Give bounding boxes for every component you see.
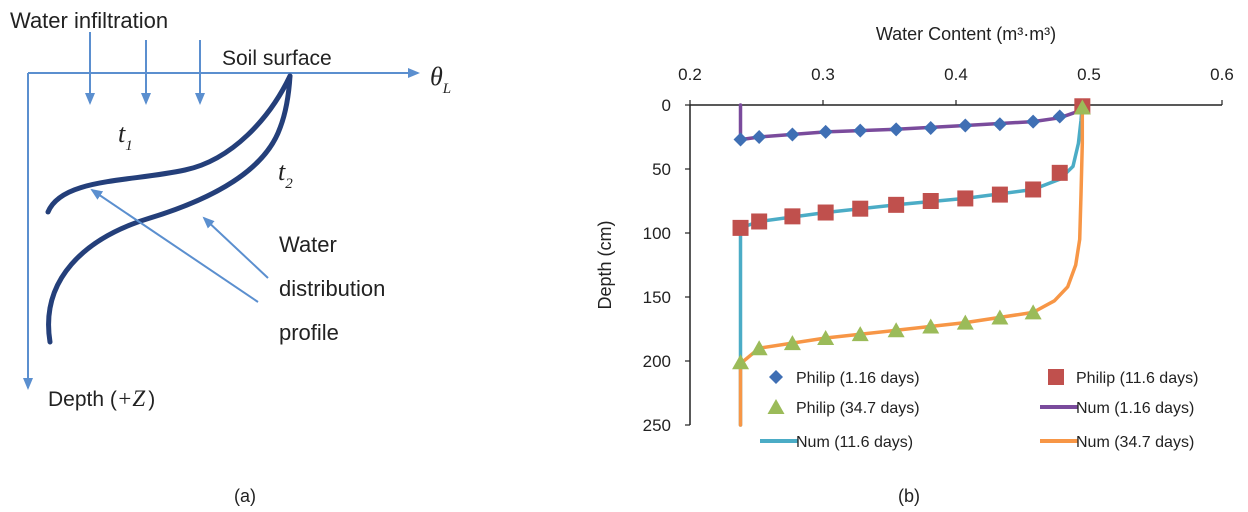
philip-diamond-point (992, 117, 1007, 132)
philip-diamond-point (818, 124, 833, 139)
profile-curve-t2 (46, 73, 293, 345)
x-tick-label: 0.6 (1210, 65, 1234, 84)
profile-pointer-arrow (90, 188, 259, 303)
legend-square-swatch (1048, 369, 1064, 385)
caption-a: (a) (234, 486, 256, 506)
legend-entry-label: Philip (1.16 days) (796, 370, 920, 387)
philip-square-point (817, 204, 834, 221)
philip-square-point (888, 196, 905, 213)
philip-diamond-point (733, 132, 748, 147)
legend-entry-label: Num (11.6 days) (796, 434, 913, 451)
philip-markers (732, 98, 1091, 370)
t2-label: t2 (278, 157, 293, 192)
x-tick-label: 0.3 (811, 65, 835, 84)
philip-diamond-point (889, 122, 904, 137)
philip-triangle-point (887, 322, 905, 338)
legend-triangle-swatch (767, 399, 785, 414)
philip-square-point (1025, 181, 1042, 198)
legend-entry-label: Philip (11.6 days) (1076, 370, 1198, 387)
profile-label-line: distribution (279, 276, 385, 301)
y-ticks: 0 50 100 150 200 250 (643, 96, 690, 435)
legend: Philip (1.16 days) Philip (11.6 days) Phil… (760, 369, 1198, 451)
philip-diamond-point (1052, 109, 1067, 124)
profile-label-line: profile (279, 320, 339, 345)
philip-square-point (852, 200, 869, 217)
philip-diamond-point (1026, 114, 1041, 129)
philip-diamond-point (958, 118, 973, 133)
philip-triangle-point (1024, 304, 1042, 320)
depth-label: Depth (+Z) (48, 386, 155, 411)
x-tick-label: 0.2 (678, 65, 702, 84)
philip-triangle-point (991, 309, 1009, 325)
panel-b-chart: Water Content (m³·m³) Depth (cm) 0.2 0.3 0… (595, 24, 1234, 506)
philip-triangle-point (817, 329, 835, 345)
philip-square-point (732, 219, 749, 236)
philip-triangle-point (1073, 99, 1091, 115)
philip-square-point (1051, 164, 1068, 181)
philip-square-point (922, 193, 939, 209)
y-tick-label: 100 (643, 224, 671, 243)
philip-triangle-point (732, 354, 750, 370)
profile-pointer-arrow (202, 216, 269, 279)
philip-diamond-point (785, 127, 800, 142)
water-infiltration-label: Water infiltration (10, 8, 168, 33)
x-ticks: 0.2 0.3 0.4 0.5 0.6 (678, 65, 1234, 105)
caption-b: (b) (898, 486, 920, 506)
philip-triangle-point (851, 326, 869, 342)
legend-entry-label: Philip (34.7 days) (796, 400, 920, 417)
soil-surface-label: Soil surface (222, 47, 332, 70)
y-tick-label: 250 (643, 416, 671, 435)
t1-label: t1 (118, 119, 133, 154)
num-series-line (738, 103, 1085, 427)
philip-square-point (751, 213, 768, 230)
philip-triangle-point (956, 314, 974, 330)
y-axis-title: Depth (cm) (595, 220, 615, 309)
theta-l-label: θL (430, 62, 451, 97)
profile-curve-t1 (45, 73, 293, 215)
philip-square-point (991, 186, 1008, 203)
x-tick-label: 0.4 (944, 65, 968, 84)
philip-diamond-point (752, 130, 767, 144)
philip-diamond-point (853, 123, 868, 138)
philip-square-point (957, 190, 974, 207)
x-axis-title: Water Content (m³·m³) (876, 24, 1056, 44)
y-tick-label: 0 (662, 96, 671, 115)
philip-triangle-point (750, 340, 768, 356)
y-tick-label: 150 (643, 288, 671, 307)
panel-a-schematic: Water infiltration Soil surface θL t1 t2… (10, 8, 451, 506)
legend-entry-label: Num (1.16 days) (1076, 400, 1194, 417)
philip-square-point (784, 208, 801, 225)
legend-diamond-swatch (769, 370, 783, 384)
y-tick-label: 200 (643, 352, 671, 371)
philip-triangle-point (922, 318, 940, 334)
y-tick-label: 50 (652, 160, 671, 179)
legend-entry-label: Num (34.7 days) (1076, 434, 1194, 451)
philip-triangle-point (783, 335, 801, 351)
profile-label-line: Water (279, 232, 337, 257)
philip-diamond-point (923, 121, 938, 136)
x-tick-label: 0.5 (1077, 65, 1101, 84)
